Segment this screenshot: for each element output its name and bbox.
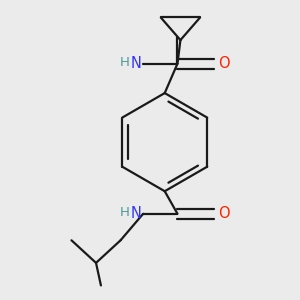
Text: O: O — [218, 206, 229, 221]
Text: N: N — [130, 206, 141, 221]
Text: O: O — [218, 56, 229, 71]
Text: N: N — [130, 56, 141, 71]
Text: H: H — [119, 206, 129, 219]
Text: H: H — [119, 56, 129, 69]
